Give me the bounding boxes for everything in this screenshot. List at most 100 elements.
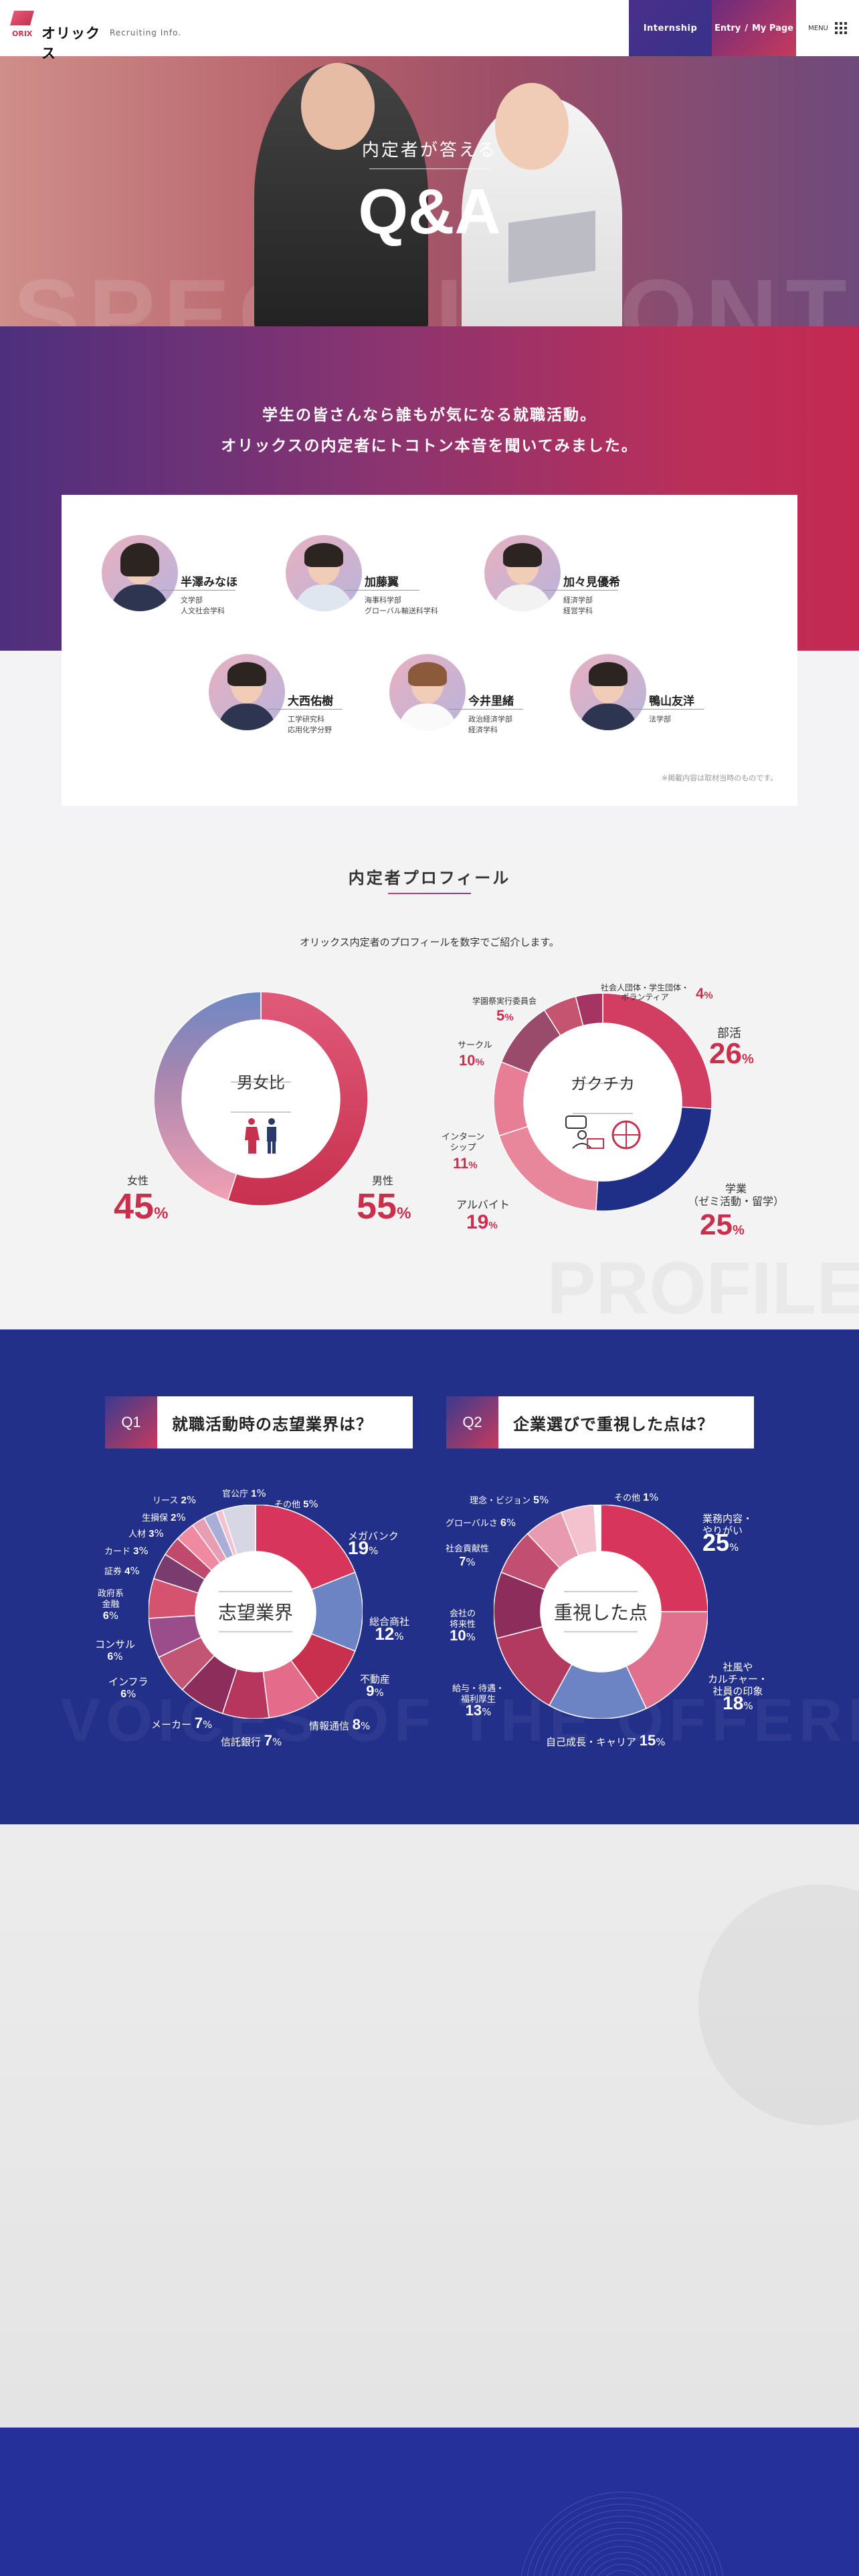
member-underline (629, 709, 704, 710)
gakuchika-label: 社会人団体・学生団体・ ボランティア (601, 983, 690, 1002)
logo-mark-icon (10, 11, 34, 25)
profile-title-underline (388, 893, 471, 894)
gakuchika-percent: 26% (709, 1037, 754, 1070)
q1-item: リース 2% (153, 1494, 197, 1506)
q1-item: 政府系 金融 6% (98, 1589, 124, 1622)
gakuchika-percent: 25% (700, 1208, 745, 1241)
member-card[interactable]: 大西佑樹 工学研究科 応用化学分野 (209, 654, 383, 754)
avatar (286, 535, 362, 611)
member-dept: 海事科学部 グローバル輸送科学科 (365, 596, 438, 615)
mypage-label: My Page (751, 23, 793, 33)
member-card[interactable]: 鴨山友洋 法学部 (570, 654, 744, 754)
member-underline (543, 590, 618, 591)
hero-photo-woman-head (495, 83, 569, 170)
member-name: 半澤みなほ (181, 576, 237, 589)
member-dept: 工学研究科 応用化学分野 (288, 715, 332, 734)
q2-number: Q2 (446, 1396, 498, 1448)
member-dept: 法学部 (649, 715, 671, 724)
gakuchika-percent: 11% (453, 1155, 478, 1172)
q1-item: メーカー 7% (151, 1715, 213, 1731)
profile-lead: オリックス内定者のプロフィールを数字でご紹介します。 (300, 936, 559, 948)
logo-brand: ORIX (12, 29, 33, 38)
intro-text: 学生の皆さんなら誰もが気になる就職活動。 オリックスの内定者にトコトン本音を聞い… (0, 400, 859, 461)
hero-bg-text: SPECIAL CONTENTS (13, 258, 859, 326)
q2-donut-chart (494, 1505, 708, 1719)
hero-photo-man-head (301, 63, 375, 150)
slash-divider: / (745, 23, 748, 33)
q2-item: 理念・ビジョン 5% (470, 1494, 549, 1506)
q1-item: 証券 4% (104, 1565, 140, 1577)
gakuchika-donut-chart (494, 993, 712, 1211)
entry-label: Entry (714, 23, 741, 33)
gakuchika-percent: 19% (466, 1211, 498, 1233)
q2-item: 業務内容・ やりがい 25% (702, 1513, 753, 1556)
q1-number: Q1 (105, 1396, 157, 1448)
study-sports-icon (565, 1115, 641, 1150)
gakuchika-percent: 5% (496, 1007, 514, 1024)
q1-item: その他 5% (274, 1498, 318, 1510)
gakuchika-label: インターン シップ (442, 1132, 485, 1153)
member-name: 今井里緒 (468, 695, 514, 708)
q1-item: 不動産 9% (360, 1673, 391, 1699)
q2-center-label: 重視した点 (553, 1602, 648, 1624)
female-label: 女性 (127, 1174, 149, 1187)
decorative-circle (698, 1885, 859, 2125)
gender-donut-chart (154, 992, 368, 1206)
member-dept: 政治経済学部 経済学科 (468, 715, 512, 734)
q1-item: インフラ 6% (108, 1676, 149, 1700)
q1-item: 人材 3% (128, 1527, 164, 1539)
member-name: 鴨山友洋 (649, 695, 694, 708)
entry-mypage-button[interactable]: Entry / My Page (712, 0, 796, 56)
avatar (570, 654, 646, 730)
member-card[interactable]: 今井里緒 政治経済学部 経済学科 (389, 654, 563, 754)
menu-button[interactable]: MENU (796, 0, 859, 56)
avatar (389, 654, 466, 730)
q2-item: 自己成長・キャリア 15% (546, 1732, 666, 1749)
q2-item: 会社の 将来性 10% (450, 1609, 476, 1644)
gakuchika-percent: 4% (696, 985, 713, 1002)
q1-item: メガバンク 19% (348, 1530, 399, 1558)
gakuchika-percent: 10% (459, 1052, 484, 1069)
member-underline (161, 590, 235, 591)
q1-item: 官公庁 1% (222, 1487, 266, 1499)
gakuchika-center-label: ガクチカ (571, 1075, 635, 1093)
hero-section: SPECIAL CONTENTS 内定者が答える Q&A (0, 56, 859, 326)
logo-text: オリックス (41, 25, 100, 62)
q2-item: 社会貢献性 7% (446, 1544, 490, 1568)
orix-logo[interactable]: ORIX オリックス (10, 11, 106, 62)
members-card: 半澤みなほ 文学部 人文社会学科 加藤翼 海事科学部 グローバル輸送科学科 加々… (62, 495, 797, 806)
male-female-icon (245, 1118, 276, 1154)
gakuchika-label: アルバイト (456, 1198, 510, 1211)
member-card[interactable]: 加々見優希 経済学部 経営学科 (484, 535, 658, 635)
gakuchika-label: サークル (458, 1041, 492, 1051)
profile-section: PROFILE 内定者プロフィール オリックス内定者のプロフィールを数字でご紹介… (0, 845, 859, 1329)
recruiting-label: Recruiting Info. (110, 28, 182, 37)
member-card[interactable]: 加藤翼 海事科学部 グローバル輸送科学科 (286, 535, 460, 635)
intro-section: 学生の皆さんなら誰もが気になる就職活動。 オリックスの内定者にトコトン本音を聞い… (0, 326, 859, 845)
q1-item: コンサル 6% (95, 1638, 136, 1662)
survey-bg-text: VOICES OF THE OFFERER (60, 1687, 859, 1754)
male-label: 男性 (372, 1174, 394, 1187)
member-underline (448, 709, 523, 710)
avatar (484, 535, 561, 611)
q2-item: その他 1% (614, 1491, 659, 1503)
member-name: 大西佑樹 (288, 695, 333, 708)
decorative-rings (515, 2488, 729, 2576)
q2-title: 企業選びで重視した点は？ (513, 1414, 714, 1434)
q2-slice (600, 1505, 708, 1612)
intro-line-2: オリックスの内定者にトコトン本音を聞いてみました。 (221, 437, 638, 455)
gender-center-label: 男女比 (237, 1073, 285, 1092)
q1-item: 生損保 2% (142, 1511, 186, 1523)
gakuchika-label: 学園祭実行委員会 (472, 996, 537, 1006)
q1-item: カード 3% (104, 1545, 149, 1557)
menu-grid-icon (834, 22, 847, 34)
member-underline (268, 709, 343, 710)
gray-background-section (0, 1824, 859, 2428)
hero-subtitle: 内定者が答える (361, 140, 498, 160)
member-name: 加々見優希 (563, 576, 620, 589)
internship-button[interactable]: Internship (629, 0, 712, 56)
q2-item: 給与・待遇・ 福利厚生 13% (452, 1684, 505, 1719)
profile-bg-word: PROFILE (547, 1246, 859, 1329)
q1-title: 就職活動時の志望業界は？ (172, 1414, 373, 1434)
member-card[interactable]: 半澤みなほ 文学部 人文社会学科 (102, 535, 276, 635)
